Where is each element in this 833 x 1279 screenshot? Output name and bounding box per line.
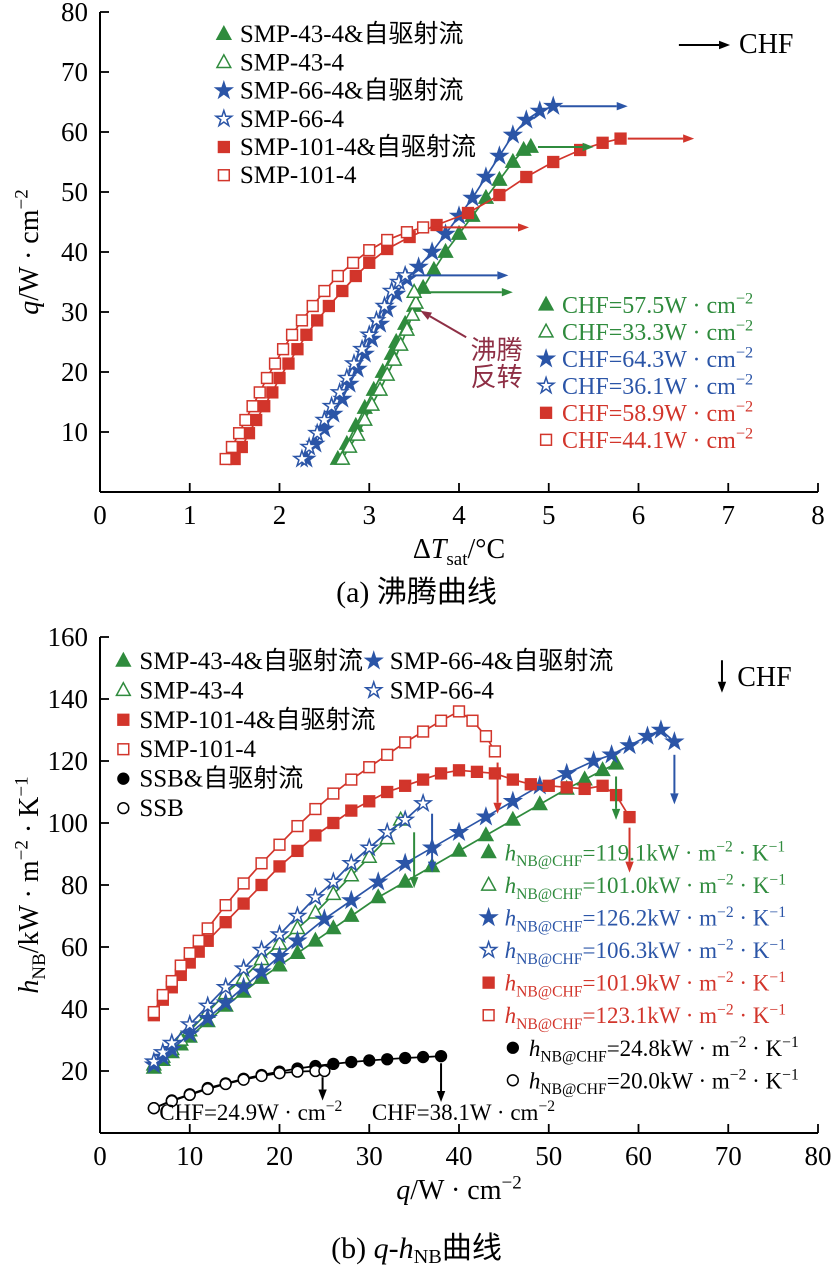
svg-text:CHF=24.9W · cm−2: CHF=24.9W · cm−2 xyxy=(159,1098,342,1125)
svg-text:10: 10 xyxy=(176,1141,203,1171)
svg-text:hNB@CHF=20.0kW · m−2 · K−1: hNB@CHF=20.0kW · m−2 · K−1 xyxy=(529,1067,799,1098)
svg-text:SMP-43-4: SMP-43-4 xyxy=(139,677,244,704)
svg-text:SMP-101-4&自驱射流: SMP-101-4&自驱射流 xyxy=(139,706,375,734)
svg-text:70: 70 xyxy=(715,1141,742,1171)
svg-text:SMP-43-4&自驱射流: SMP-43-4&自驱射流 xyxy=(139,647,363,675)
svg-text:30: 30 xyxy=(61,297,88,327)
svg-text:CHF: CHF xyxy=(737,662,791,693)
svg-text:CHF=36.1W · cm−2: CHF=36.1W · cm−2 xyxy=(562,370,753,400)
svg-text:SMP-101-4: SMP-101-4 xyxy=(240,162,357,189)
svg-text:2: 2 xyxy=(273,500,287,530)
svg-text:1: 1 xyxy=(183,500,197,530)
svg-text:ΔTsat/°C: ΔTsat/°C xyxy=(413,534,505,565)
svg-text:20: 20 xyxy=(61,357,88,387)
svg-text:40: 40 xyxy=(61,237,88,267)
svg-text:CHF=57.5W · cm−2: CHF=57.5W · cm−2 xyxy=(562,289,753,319)
svg-text:SMP-66-4: SMP-66-4 xyxy=(390,677,495,704)
svg-text:hNB@CHF=101.0kW · m−2 · K−1: hNB@CHF=101.0kW · m−2 · K−1 xyxy=(505,871,786,902)
svg-text:hNB@CHF=101.9kW · m−2 · K−1: hNB@CHF=101.9kW · m−2 · K−1 xyxy=(505,969,786,1000)
svg-text:20: 20 xyxy=(61,1056,88,1086)
svg-text:反转: 反转 xyxy=(471,363,523,392)
svg-text:40: 40 xyxy=(446,1141,473,1171)
svg-text:SMP-66-4&自驱射流: SMP-66-4&自驱射流 xyxy=(240,77,464,105)
svg-text:hNB@CHF=123.1kW · m−2 · K−1: hNB@CHF=123.1kW · m−2 · K−1 xyxy=(505,1001,786,1032)
svg-text:50: 50 xyxy=(535,1141,562,1171)
svg-text:SMP-101-4&自驱射流: SMP-101-4&自驱射流 xyxy=(240,133,476,161)
svg-text:q/W · cm−2: q/W · cm−2 xyxy=(396,1172,521,1206)
svg-text:60: 60 xyxy=(61,932,88,962)
svg-text:30: 30 xyxy=(356,1141,383,1171)
svg-text:CHF: CHF xyxy=(739,29,793,60)
svg-text:SMP-43-4&自驱射流: SMP-43-4&自驱射流 xyxy=(240,20,464,48)
svg-text:0: 0 xyxy=(93,500,107,530)
svg-text:CHF=58.9W · cm−2: CHF=58.9W · cm−2 xyxy=(562,397,753,427)
svg-text:CHF=64.3W · cm−2: CHF=64.3W · cm−2 xyxy=(562,343,753,373)
svg-text:8: 8 xyxy=(811,500,825,530)
svg-text:10: 10 xyxy=(61,417,88,447)
svg-text:70: 70 xyxy=(61,57,88,87)
svg-text:SSB: SSB xyxy=(139,795,183,822)
svg-text:SMP-101-4: SMP-101-4 xyxy=(139,736,256,763)
caption-b: (b) q-hNB曲线 xyxy=(331,1232,502,1269)
svg-text:hNB@CHF=126.2kW · m−2 · K−1: hNB@CHF=126.2kW · m−2 · K−1 xyxy=(505,904,786,935)
svg-text:5: 5 xyxy=(542,500,556,530)
svg-text:hNB@CHF=119.1kW · m−2 · K−1: hNB@CHF=119.1kW · m−2 · K−1 xyxy=(505,839,786,870)
svg-text:120: 120 xyxy=(48,746,89,776)
svg-text:80: 80 xyxy=(61,870,88,900)
q-hnb-chart: 0 10 20 30 40 50 60 70 80 20 40 60 80 100 120 140 160 q/W… xyxy=(11,622,832,1206)
svg-text:60: 60 xyxy=(625,1141,652,1171)
svg-text:100: 100 xyxy=(48,808,89,838)
svg-text:沸腾: 沸腾 xyxy=(471,336,523,365)
svg-text:SMP-43-4: SMP-43-4 xyxy=(240,49,345,76)
svg-text:CHF=44.1W · cm−2: CHF=44.1W · cm−2 xyxy=(562,424,753,454)
svg-text:q/W · cm−2: q/W · cm−2 xyxy=(11,189,45,314)
svg-text:3: 3 xyxy=(363,500,377,530)
svg-text:20: 20 xyxy=(266,1141,293,1171)
svg-text:40: 40 xyxy=(61,994,88,1024)
svg-text:6: 6 xyxy=(632,500,646,530)
svg-text:160: 160 xyxy=(48,622,89,652)
caption-a: (a) 沸腾曲线 xyxy=(336,576,497,609)
svg-text:0: 0 xyxy=(93,1141,107,1171)
svg-text:80: 80 xyxy=(61,0,88,27)
svg-text:hNB/kW · m−2 · K−1: hNB/kW · m−2 · K−1 xyxy=(11,776,50,993)
svg-text:SMP-66-4&自驱射流: SMP-66-4&自驱射流 xyxy=(390,647,614,675)
svg-text:7: 7 xyxy=(722,500,736,530)
svg-text:CHF=33.3W · cm−2: CHF=33.3W · cm−2 xyxy=(562,316,753,346)
svg-text:hNB@CHF=106.3kW · m−2 · K−1: hNB@CHF=106.3kW · m−2 · K−1 xyxy=(505,936,786,967)
svg-text:50: 50 xyxy=(61,177,88,207)
svg-text:CHF=38.1W · cm−2: CHF=38.1W · cm−2 xyxy=(372,1098,555,1125)
svg-text:hNB@CHF=24.8kW · m−2 · K−1: hNB@CHF=24.8kW · m−2 · K−1 xyxy=(529,1034,799,1065)
svg-text:140: 140 xyxy=(48,684,89,714)
svg-text:4: 4 xyxy=(452,500,466,530)
svg-text:80: 80 xyxy=(805,1141,832,1171)
svg-text:SSB&自驱射流: SSB&自驱射流 xyxy=(139,765,303,793)
svg-text:SMP-66-4: SMP-66-4 xyxy=(240,106,345,133)
svg-text:60: 60 xyxy=(61,117,88,147)
boiling-curve-chart: 0 1 2 3 4 5 6 7 8 10 20 30 40 50 60 70 80 ΔTsat/°C q/W · c… xyxy=(11,0,825,565)
